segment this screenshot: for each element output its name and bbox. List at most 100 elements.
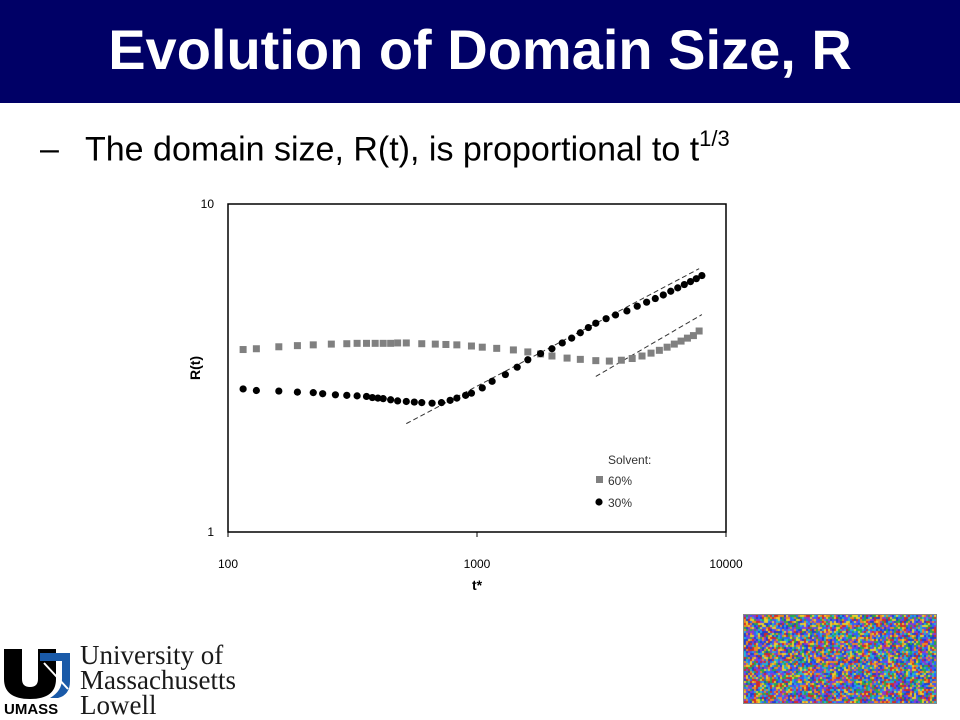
legend-marker-square xyxy=(596,476,603,483)
data-point-circle xyxy=(659,291,667,299)
fit-line xyxy=(406,268,700,425)
x-tick-label: 10000 xyxy=(709,557,743,571)
legend-marker-circle xyxy=(595,498,603,506)
data-point-square xyxy=(647,349,655,357)
data-point-circle xyxy=(667,287,675,295)
data-point-square xyxy=(617,356,625,364)
data-point-square xyxy=(275,343,283,351)
data-point-circle xyxy=(643,298,651,306)
data-point-circle xyxy=(331,391,340,399)
data-point-square xyxy=(353,339,361,347)
data-point-circle xyxy=(674,284,682,292)
data-point-square xyxy=(655,346,663,354)
data-point-square xyxy=(453,341,461,349)
data-point-circle xyxy=(680,280,688,289)
data-point-square xyxy=(379,339,387,347)
data-point-circle xyxy=(462,391,470,399)
data-point-square xyxy=(387,339,395,347)
data-point-square xyxy=(394,339,402,347)
data-point-square xyxy=(493,344,501,352)
data-point-circle xyxy=(379,395,387,403)
data-point-circle xyxy=(446,396,454,404)
data-point-circle xyxy=(343,391,351,399)
data-point-circle xyxy=(275,387,283,395)
data-point-square xyxy=(418,340,426,348)
data-point-circle xyxy=(592,319,600,327)
y-tick-label: 1 xyxy=(207,525,214,539)
data-point-circle xyxy=(309,389,317,397)
data-point-square xyxy=(509,346,517,354)
data-point-circle xyxy=(467,389,476,397)
data-point-square xyxy=(478,343,486,351)
university-name-line2: Massachusetts xyxy=(80,665,236,695)
data-point-circle xyxy=(437,399,446,407)
legend-label: 60% xyxy=(608,474,632,488)
data-point-circle xyxy=(602,315,610,323)
data-point-square xyxy=(327,340,335,348)
data-point-circle xyxy=(536,349,545,358)
data-point-square xyxy=(524,348,532,356)
x-tick-label: 100 xyxy=(218,557,238,571)
university-name-line1: University of xyxy=(80,640,224,670)
data-point-circle xyxy=(402,397,410,406)
data-point-square xyxy=(363,339,371,347)
slide-title: Evolution of Domain Size, R xyxy=(108,18,852,81)
data-point-circle xyxy=(576,329,584,337)
data-point-circle xyxy=(319,390,327,398)
data-point-circle xyxy=(293,388,302,396)
data-point-circle xyxy=(686,277,695,286)
data-point-square xyxy=(293,342,301,350)
data-point-circle xyxy=(387,396,395,404)
data-point-circle xyxy=(428,399,436,407)
data-point-square xyxy=(638,352,646,360)
data-point-square xyxy=(442,340,450,348)
data-point-circle xyxy=(568,334,576,342)
data-point-square xyxy=(677,337,685,345)
data-point-square xyxy=(628,355,636,363)
data-point-square xyxy=(252,345,260,353)
data-point-circle xyxy=(698,271,706,280)
data-point-circle xyxy=(368,393,376,402)
bullet-superscript: 1/3 xyxy=(699,126,730,151)
data-point-circle xyxy=(623,307,631,315)
data-point-square xyxy=(309,341,317,349)
data-point-square xyxy=(670,340,678,348)
data-point-square xyxy=(402,339,410,347)
data-point-circle xyxy=(353,392,361,400)
data-point-circle xyxy=(651,294,659,303)
university-name: University of Massachusetts Lowell xyxy=(80,640,236,719)
data-point-circle xyxy=(252,386,260,395)
data-point-circle xyxy=(611,311,620,319)
domain-size-chart: 100 1000 10000 1 10 t* R(t) Solvent: 60% 30% xyxy=(187,197,743,593)
umass-wordmark: UMASS xyxy=(4,701,59,718)
data-point-circle xyxy=(633,302,641,310)
bullet-point: – The domain size, R(t), is proportional … xyxy=(40,126,730,169)
x-axis-label: t* xyxy=(472,577,483,593)
data-point-circle xyxy=(362,392,371,401)
data-point-square xyxy=(239,346,247,354)
bullet-text: The domain size, R(t), is proportional t… xyxy=(85,130,700,169)
legend-label: 30% xyxy=(608,496,632,510)
data-point-circle xyxy=(418,399,426,407)
data-point-circle xyxy=(478,384,486,392)
data-point-circle xyxy=(501,370,509,379)
data-point-circle xyxy=(584,323,592,332)
data-point-circle xyxy=(692,275,700,283)
simulation-snapshot-image xyxy=(743,614,937,704)
data-point-square xyxy=(576,355,584,363)
data-point-circle xyxy=(374,394,382,402)
data-point-square xyxy=(592,357,600,365)
y-axis-label: R(t) xyxy=(187,356,203,380)
legend-title: Solvent: xyxy=(608,453,651,467)
fit-line xyxy=(595,314,703,377)
data-point-circle xyxy=(524,356,532,364)
data-point-circle xyxy=(394,397,402,405)
data-point-square xyxy=(689,332,697,340)
data-point-square xyxy=(683,334,691,342)
data-point-circle xyxy=(558,339,566,347)
bullet-dash: – xyxy=(40,130,59,169)
data-point-circle xyxy=(410,398,418,406)
y-tick-label: 10 xyxy=(201,197,215,211)
data-point-circle xyxy=(548,345,556,353)
data-point-square xyxy=(605,357,613,365)
